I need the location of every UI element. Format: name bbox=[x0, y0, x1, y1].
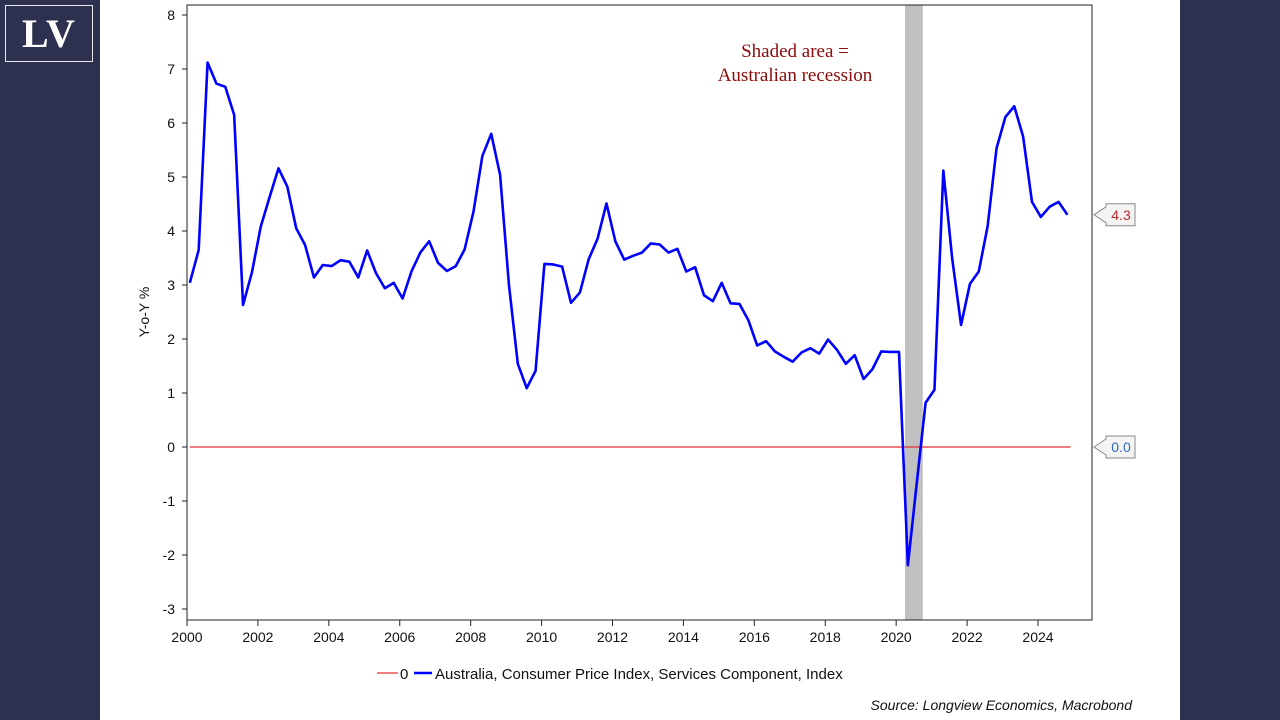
y-tick-label: 7 bbox=[167, 61, 175, 77]
annotation-line-1: Shaded area = bbox=[741, 41, 849, 62]
x-tick-label: 2006 bbox=[384, 629, 415, 645]
x-tick-label: 2012 bbox=[597, 629, 628, 645]
legend: 0 Australia, Consumer Price Index, Servi… bbox=[377, 666, 843, 683]
recession-shading bbox=[905, 5, 923, 620]
x-tick-label: 2008 bbox=[455, 629, 486, 645]
y-tick-label: 1 bbox=[167, 385, 175, 401]
end-value-label: 4.3 bbox=[1111, 207, 1131, 223]
x-tick-label: 2016 bbox=[739, 629, 770, 645]
x-tick-label: 2022 bbox=[952, 629, 983, 645]
y-tick-label: -3 bbox=[163, 601, 176, 617]
y-tick-label: 0 bbox=[167, 439, 175, 455]
end-value-label: 0.0 bbox=[1111, 439, 1131, 455]
legend-label-cpi: Australia, Consumer Price Index, Service… bbox=[435, 666, 843, 683]
x-tick-label: 2024 bbox=[1022, 629, 1053, 645]
x-tick-label: 2002 bbox=[242, 629, 273, 645]
y-tick-label: 6 bbox=[167, 115, 175, 131]
annotation-line-2: Australian recession bbox=[718, 65, 873, 86]
y-tick-label: 8 bbox=[167, 7, 175, 23]
y-tick-label: 4 bbox=[167, 223, 175, 239]
y-axis-label: Y-o-Y % bbox=[136, 287, 152, 338]
y-axis: 8 7 6 5 4 3 2 1 0 -1 -2 -3 bbox=[163, 7, 187, 617]
end-value-badge bbox=[1093, 435, 1136, 459]
y-tick-label: 3 bbox=[167, 277, 175, 293]
y-tick-label: -2 bbox=[163, 547, 176, 563]
plot-frame bbox=[186, 4, 1093, 621]
logo: LV bbox=[5, 5, 93, 62]
y-tick-label: -1 bbox=[163, 493, 176, 509]
x-tick-label: 2010 bbox=[526, 629, 557, 645]
series-line-cpi-services bbox=[188, 61, 1069, 567]
end-value-badge bbox=[1093, 203, 1136, 227]
legend-label-zero: 0 bbox=[400, 666, 408, 683]
x-tick-label: 2004 bbox=[313, 629, 344, 645]
x-tick-label: 2000 bbox=[171, 629, 202, 645]
x-tick-label: 2014 bbox=[668, 629, 699, 645]
x-tick-label: 2020 bbox=[881, 629, 912, 645]
y-tick-label: 2 bbox=[167, 331, 175, 347]
source-note: Source: Longview Economics, Macrobond bbox=[871, 697, 1134, 713]
x-tick-label: 2018 bbox=[810, 629, 841, 645]
y-tick-label: 5 bbox=[167, 169, 175, 185]
chart-panel bbox=[100, 0, 1180, 720]
x-axis: 2000 2002 2004 2006 2008 2010 2012 2014 2016 2018… bbox=[171, 620, 1054, 645]
